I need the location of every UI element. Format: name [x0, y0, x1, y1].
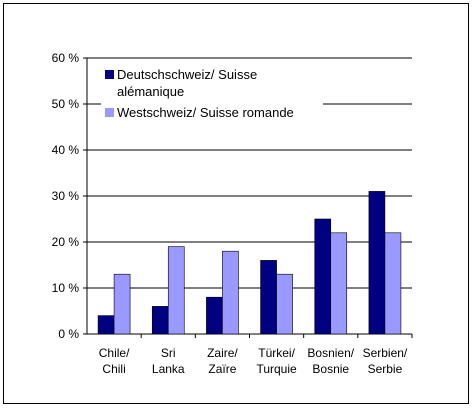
bar-series-1-2: [206, 296, 223, 335]
x-tick-label: Bosnie: [312, 362, 349, 376]
bar-series-2-5: [384, 232, 402, 335]
legend-swatch-series-2: [105, 108, 114, 117]
bar-series-2-0: [113, 273, 131, 335]
y-tick-label: 40 %: [52, 143, 80, 157]
y-tick-labels: 0 % 10 % 20 % 30 % 40 % 50 % 60 %: [52, 51, 80, 341]
x-tick-label: Zaire/: [207, 346, 238, 360]
x-tick-label: Lanka: [152, 362, 185, 376]
bars: [97, 191, 402, 335]
bar-series-1-5: [368, 191, 386, 335]
x-tick-label: Chile/: [99, 346, 130, 360]
y-tick-label: 50 %: [52, 97, 80, 111]
bar-series-1-4: [314, 218, 332, 335]
legend-swatch-series-1: [105, 70, 114, 79]
x-tick-label: Bosnien/: [307, 346, 354, 360]
bar-series-2-2: [222, 250, 239, 335]
y-tick-label: 0 %: [58, 327, 79, 341]
x-tick-label: Türkei/: [258, 346, 295, 360]
y-tick-label: 20 %: [52, 235, 80, 249]
legend-background: [101, 68, 323, 130]
x-tick-label: Serbien/: [363, 346, 408, 360]
y-tick-label: 60 %: [52, 51, 80, 65]
axes: [83, 57, 413, 338]
x-tick-label: Sri: [161, 346, 176, 360]
x-tick-label: Chili: [102, 362, 125, 376]
x-tick-label: Zaïre: [208, 362, 236, 376]
bar-series-2-3: [276, 273, 293, 335]
bar-series-2-1: [167, 246, 185, 335]
x-tick-label: Serbie: [368, 362, 403, 376]
x-tick-label: Turquie: [256, 362, 297, 376]
bar-series-1-0: [97, 315, 115, 335]
legend-label-series-2: Westschweiz/ Suisse romande: [117, 105, 294, 120]
bar-series-2-4: [330, 232, 348, 335]
bar-series-1-1: [151, 306, 169, 335]
legend: Deutschschweiz/ Suisse alémanique Westschw…: [101, 67, 323, 130]
legend-label-series-1: Deutschschweiz/ Suisse: [117, 67, 257, 82]
y-tick-label: 30 %: [52, 189, 80, 203]
legend-label-series-1: alémanique: [117, 84, 184, 99]
x-tick-labels: Chile/Chili Sri Lanka Zaire/Zaïre Türkei/Tur…: [99, 346, 408, 376]
bar-series-1-3: [260, 260, 277, 335]
y-tick-label: 10 %: [52, 281, 80, 295]
